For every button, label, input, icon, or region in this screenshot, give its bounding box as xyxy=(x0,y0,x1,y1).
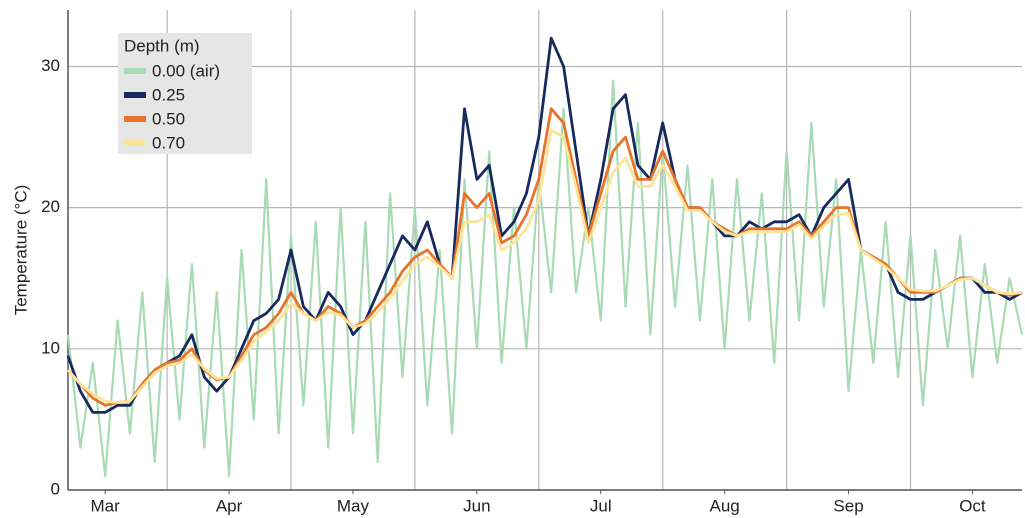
x-tick-label: May xyxy=(337,496,370,515)
legend-label: 0.70 xyxy=(152,133,185,152)
x-tick-label: Apr xyxy=(216,496,243,515)
legend: Depth (m) 0.00 (air) 0.25 0.50 0.70 xyxy=(118,33,252,154)
x-tick-label: Jul xyxy=(590,496,612,515)
series-line xyxy=(66,79,1024,477)
legend-title: Depth (m) xyxy=(124,36,200,55)
x-tick-label: Aug xyxy=(710,496,740,515)
series-line xyxy=(66,128,1023,404)
y-axis-label: Temperature (°C) xyxy=(11,185,30,316)
x-tick-label: Jun xyxy=(463,496,490,515)
x-tick-label: Oct xyxy=(959,496,986,515)
x-tick-label: Mar xyxy=(91,496,121,515)
y-tick-label: 10 xyxy=(41,338,60,357)
legend-label: 0.00 (air) xyxy=(152,61,220,80)
legend-label: 0.50 xyxy=(152,109,185,128)
legend-label: 0.25 xyxy=(152,85,185,104)
x-tick-label: Sep xyxy=(833,496,863,515)
y-tick-label: 0 xyxy=(51,479,60,498)
y-tick-label: 20 xyxy=(41,197,60,216)
y-tick-label: 30 xyxy=(41,56,60,75)
